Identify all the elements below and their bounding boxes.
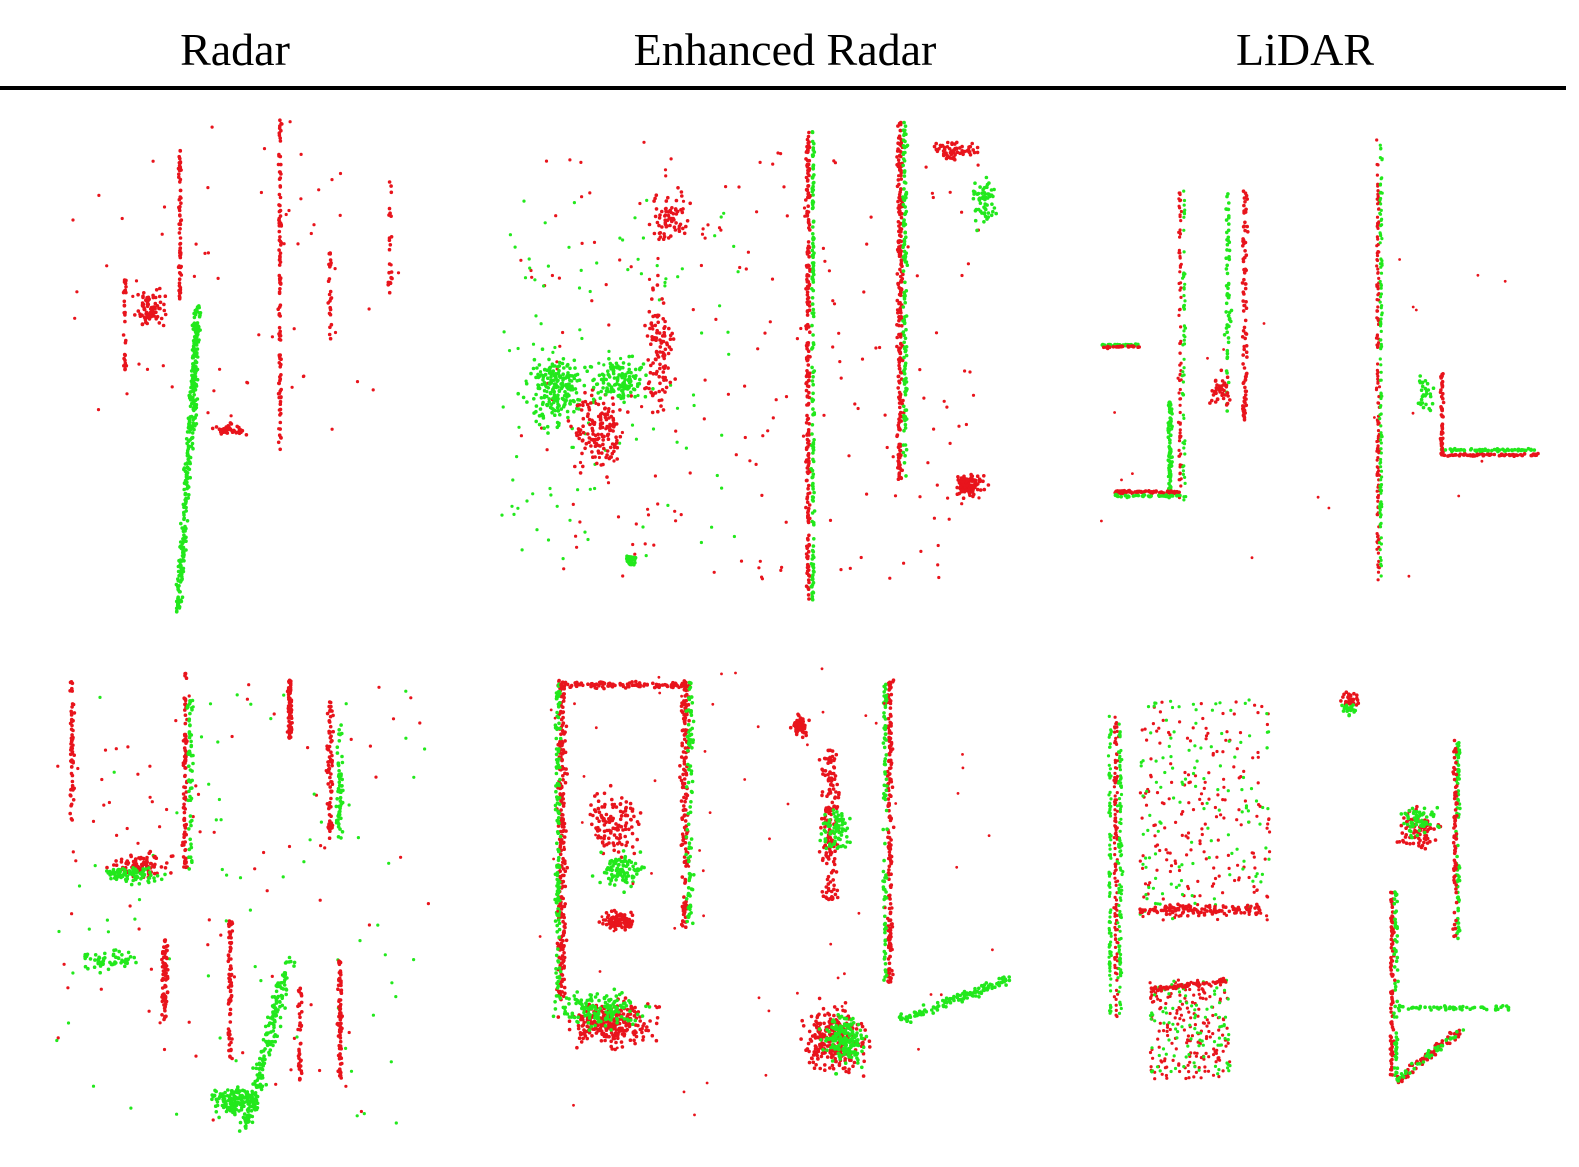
point-cloud-radar-row2 [55, 671, 430, 1133]
green-points [625, 554, 638, 567]
red-points [804, 130, 813, 601]
red-points [559, 679, 692, 691]
green-points [590, 849, 646, 894]
green-points [1148, 978, 1232, 1076]
red-points [133, 286, 168, 328]
green-points [334, 723, 345, 840]
green-points [817, 1013, 869, 1076]
red-points [643, 273, 677, 415]
green-points [105, 866, 167, 887]
green-points [1180, 189, 1188, 502]
red-points [121, 278, 129, 372]
red-points [296, 986, 304, 1082]
red-points [895, 120, 906, 482]
green-points [1416, 374, 1436, 413]
green-points [55, 689, 427, 1125]
point-cloud-radar-row1 [71, 118, 401, 614]
red-points [1240, 189, 1250, 422]
green-points [1377, 143, 1384, 578]
red-points [817, 748, 841, 902]
point-cloud-enhanced-radar-row1 [500, 120, 998, 602]
point-cloud-enhanced-radar-row2 [538, 667, 1012, 1117]
green-points [553, 682, 563, 1000]
red-points [1451, 738, 1459, 939]
green-points [1115, 722, 1125, 1015]
red-points [1439, 451, 1540, 459]
red-points [1208, 368, 1232, 407]
red-points [276, 118, 284, 452]
red-points [1149, 976, 1228, 994]
green-points [809, 130, 817, 602]
green-points [1106, 714, 1113, 1015]
green-points [210, 1085, 260, 1120]
red-points [588, 783, 643, 860]
red-points [176, 148, 184, 301]
header-enhanced-radar: Enhanced Radar [633, 24, 937, 75]
green-points [585, 354, 655, 405]
red-points [56, 683, 430, 1122]
red-points [566, 388, 633, 479]
red-points [335, 959, 345, 1080]
point-cloud-lidar-row2 [1106, 690, 1511, 1085]
red-points [788, 712, 811, 740]
red-points [226, 919, 235, 1061]
red-points [647, 186, 692, 242]
red-points [1138, 902, 1262, 918]
red-points [1138, 700, 1272, 922]
green-points [1340, 703, 1358, 718]
red-points [885, 678, 896, 984]
red-points [1438, 372, 1446, 456]
red-points [1101, 344, 1141, 351]
point-cloud-lidar-row1 [1100, 138, 1540, 582]
green-points [1439, 446, 1537, 454]
green-points [684, 680, 696, 926]
red-points [1100, 258, 1507, 578]
red-points [538, 667, 994, 1117]
green-points [901, 120, 910, 478]
header-radar: Radar [180, 24, 290, 75]
green-points [500, 198, 740, 561]
green-points [190, 308, 200, 432]
red-points [285, 678, 294, 740]
green-points [1113, 492, 1182, 500]
green-points [1138, 698, 1271, 921]
green-points [83, 948, 138, 975]
green-points [516, 347, 595, 435]
red-points [325, 700, 336, 840]
green-points [551, 987, 652, 1032]
green-points [1166, 400, 1174, 492]
green-points [185, 698, 195, 871]
red-points [955, 472, 991, 501]
red-points [932, 140, 980, 162]
green-points [1396, 1003, 1511, 1013]
red-points [597, 908, 635, 932]
red-points [1339, 690, 1361, 707]
green-points [237, 955, 297, 1133]
red-points [1176, 191, 1184, 500]
red-points [1148, 978, 1232, 1081]
green-points [1392, 890, 1400, 1077]
green-points [1399, 805, 1441, 840]
green-points [1222, 192, 1234, 413]
red-points [1113, 488, 1181, 496]
red-points [68, 680, 77, 822]
red-points [519, 140, 981, 581]
red-points [678, 679, 692, 929]
header-rule [0, 86, 1566, 90]
green-points [818, 808, 852, 851]
red-points [386, 180, 394, 295]
red-points [160, 938, 170, 1022]
green-points [1395, 1028, 1466, 1083]
green-points [897, 975, 1012, 1024]
red-points [326, 251, 334, 341]
red-points [180, 671, 189, 870]
red-points [71, 120, 401, 431]
red-points [210, 421, 249, 437]
header-lidar: LiDAR [1236, 24, 1374, 75]
green-points [971, 175, 998, 233]
